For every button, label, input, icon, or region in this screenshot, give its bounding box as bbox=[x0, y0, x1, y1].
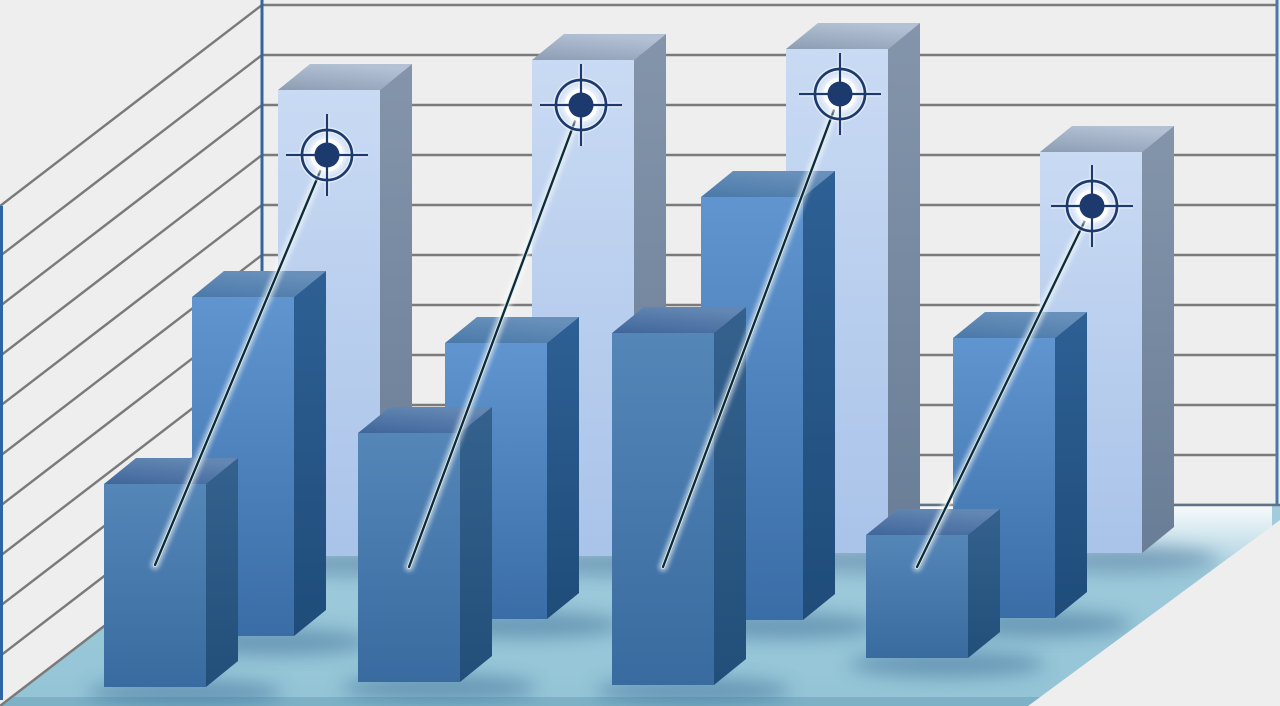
bar-side-face bbox=[803, 171, 835, 620]
target-line-core bbox=[915, 204, 1094, 569]
bar-front-face bbox=[104, 484, 206, 687]
bar-side-face bbox=[460, 407, 492, 682]
bar-side-face bbox=[547, 317, 579, 619]
target-line-1 bbox=[150, 150, 332, 570]
bar-top-face bbox=[866, 509, 1000, 535]
target-icon-1 bbox=[286, 114, 368, 196]
target-line-core bbox=[661, 92, 842, 569]
bar-side-face bbox=[888, 23, 920, 553]
left-wall-line bbox=[0, 154, 263, 357]
bar-group2-front bbox=[358, 407, 492, 682]
left-wall-line bbox=[0, 204, 263, 407]
bar-group4-front bbox=[866, 509, 1000, 658]
left-wall-line bbox=[0, 104, 263, 307]
bar-side-face bbox=[1055, 312, 1087, 618]
target-line-core bbox=[153, 153, 329, 567]
bar-top-face bbox=[1040, 126, 1174, 152]
bar-top-face bbox=[612, 307, 746, 333]
bar-side-face bbox=[1142, 126, 1174, 553]
bar-top-face bbox=[532, 34, 666, 60]
bar-front-face bbox=[612, 333, 714, 685]
left-wall-line bbox=[0, 4, 263, 207]
bar-group1-front bbox=[104, 458, 238, 687]
bar-top-face bbox=[445, 317, 579, 343]
target-icon-2 bbox=[540, 64, 622, 146]
bar-top-face bbox=[786, 23, 920, 49]
target-line-2 bbox=[404, 100, 586, 572]
target-icon-3 bbox=[799, 53, 881, 135]
bar-group3-front bbox=[612, 307, 746, 685]
target-line-core bbox=[407, 103, 583, 569]
floor-front-strip bbox=[0, 697, 1060, 706]
bar-top-face bbox=[192, 271, 326, 297]
bar-side-face bbox=[294, 271, 326, 636]
target-line-3 bbox=[658, 89, 845, 572]
bar-top-face bbox=[104, 458, 238, 484]
target-icon-4 bbox=[1051, 165, 1133, 247]
bar-side-face bbox=[206, 458, 238, 687]
bar-front-face bbox=[866, 535, 968, 658]
left-wall-line bbox=[0, 54, 263, 257]
target-line-4 bbox=[912, 201, 1097, 572]
bar-top-face bbox=[278, 64, 412, 90]
bar-side-face bbox=[968, 509, 1000, 658]
bar-top-face bbox=[953, 312, 1087, 338]
